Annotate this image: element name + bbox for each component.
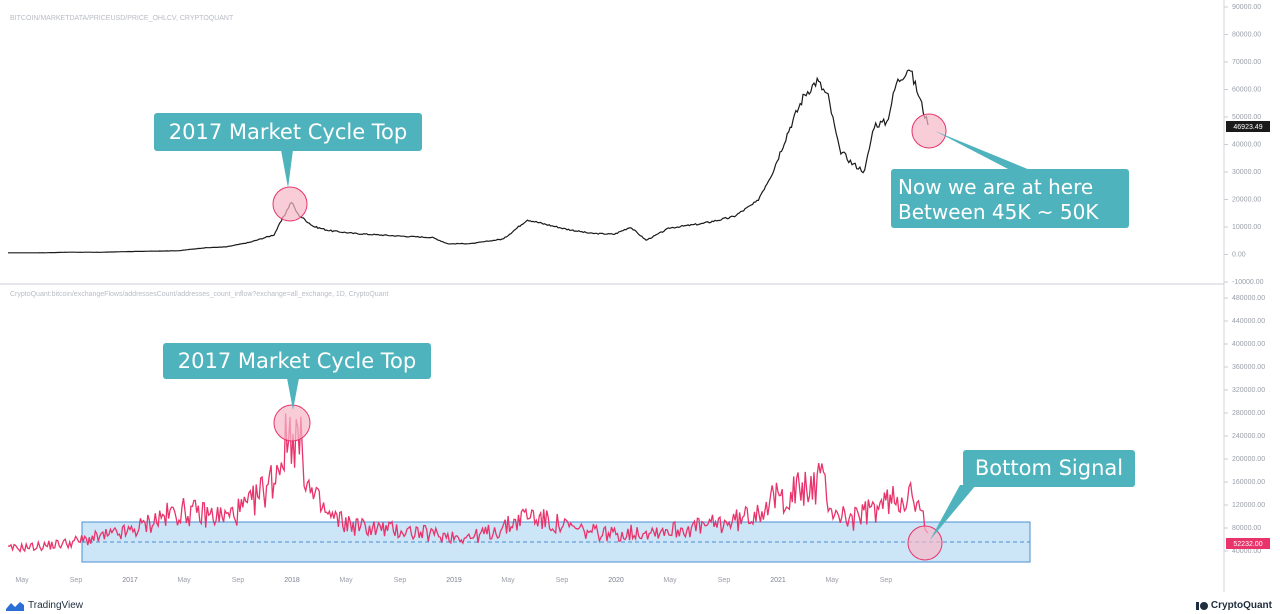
bottom-y-tick: 80000.00 — [1232, 525, 1261, 532]
top-y-tick: 50000.00 — [1232, 114, 1261, 121]
top-y-tick: 30000.00 — [1232, 169, 1261, 176]
bottom-last-value-badge: 52232.00 — [1226, 538, 1270, 549]
bottom-y-tick: 320000.00 — [1232, 387, 1265, 394]
top-panel-now-highlight — [911, 113, 947, 149]
x-tick: May — [15, 577, 29, 584]
top-last-value-text: 46923.49 — [1233, 124, 1262, 131]
price-series-line — [8, 69, 929, 254]
top-y-tick: 10000.00 — [1232, 224, 1261, 231]
top-y-tick: 60000.00 — [1232, 87, 1261, 94]
top-y-tick: 0.00 — [1232, 252, 1246, 259]
bottom-panel-source: CryptoQuant:bitcoin/exchangeFlows/addres… — [10, 291, 388, 298]
top-y-tick: 40000.00 — [1232, 142, 1261, 149]
inflow-series-line — [7, 413, 929, 553]
callout-top-2017-text: 2017 Market Cycle Top — [169, 120, 408, 144]
bottom-y-tick: 360000.00 — [1232, 364, 1265, 371]
x-tick: May — [501, 577, 515, 584]
x-tick: 2018 — [284, 577, 300, 584]
top-y-axis: 90000.00 80000.00 70000.00 60000.00 50000.00… — [1224, 4, 1264, 286]
top-y-tick: 20000.00 — [1232, 197, 1261, 204]
top-y-tick: -10000.00 — [1232, 279, 1264, 286]
x-axis: May Sep 2017 May Sep 2018 May Sep 2019 May Sep 2020… — [15, 577, 892, 584]
x-tick: Sep — [718, 577, 731, 584]
x-tick: May — [339, 577, 353, 584]
bottom-panel-2017-highlight — [273, 404, 311, 442]
bottom-y-tick: 200000.00 — [1232, 456, 1265, 463]
cryptoquant-logo-icon — [1195, 601, 1208, 610]
x-tick: Sep — [70, 577, 83, 584]
bottom-y-tick: 160000.00 — [1232, 479, 1265, 486]
tradingview-label: TradingView — [28, 600, 84, 611]
bottom-y-tick: 480000.00 — [1232, 295, 1265, 302]
x-tick: Sep — [394, 577, 407, 584]
x-tick: 2020 — [608, 577, 624, 584]
bottom-y-tick: 40000.00 — [1232, 548, 1261, 555]
callout-bottom-2017-text: 2017 Market Cycle Top — [178, 349, 417, 373]
x-tick: Sep — [556, 577, 569, 584]
callout-bottom-signal: Bottom Signal — [930, 450, 1135, 540]
top-panel-source: BITCOIN/MARKETDATA/PRICEUSD/PRICE_OHLCV,… — [10, 15, 234, 22]
bottom-y-tick: 400000.00 — [1232, 341, 1265, 348]
cryptoquant-label: CryptoQuant — [1210, 600, 1272, 611]
x-tick: May — [825, 577, 839, 584]
bottom-y-tick: 440000.00 — [1232, 318, 1265, 325]
top-y-tick: 80000.00 — [1232, 32, 1261, 39]
x-tick: May — [177, 577, 191, 584]
top-panel-2017-highlight — [272, 186, 308, 222]
x-tick: 2019 — [446, 577, 462, 584]
callout-bottom-signal-text: Bottom Signal — [975, 456, 1123, 480]
bottom-y-tick: 240000.00 — [1232, 433, 1265, 440]
callout-now-line2: Between 45K ~ 50K — [898, 200, 1099, 224]
bottom-y-tick: 280000.00 — [1232, 410, 1265, 417]
top-last-value-badge: 46923.49 — [1226, 121, 1270, 132]
tradingview-brand[interactable]: TradingView — [6, 600, 83, 611]
top-y-tick: 90000.00 — [1232, 4, 1261, 11]
bottom-last-value-text: 52232.00 — [1233, 541, 1262, 548]
callout-top-2017: 2017 Market Cycle Top — [154, 113, 422, 188]
x-tick: Sep — [232, 577, 245, 584]
cryptoquant-brand[interactable]: CryptoQuant — [1195, 600, 1272, 611]
top-y-tick: 70000.00 — [1232, 59, 1261, 66]
bottom-y-tick: 120000.00 — [1232, 502, 1265, 509]
x-tick: 2021 — [770, 577, 786, 584]
x-tick: Sep — [880, 577, 893, 584]
x-tick: 2017 — [122, 577, 138, 584]
callout-now-line1: Now we are at here — [898, 175, 1093, 199]
x-tick: May — [663, 577, 677, 584]
callout-now-range: Now we are at here Between 45K ~ 50K — [891, 131, 1129, 228]
bottom-y-axis: 480000.00 440000.00 400000.00 360000.00 3200… — [1224, 295, 1265, 555]
callout-bottom-2017: 2017 Market Cycle Top — [163, 343, 431, 410]
tradingview-logo-icon — [6, 601, 24, 611]
